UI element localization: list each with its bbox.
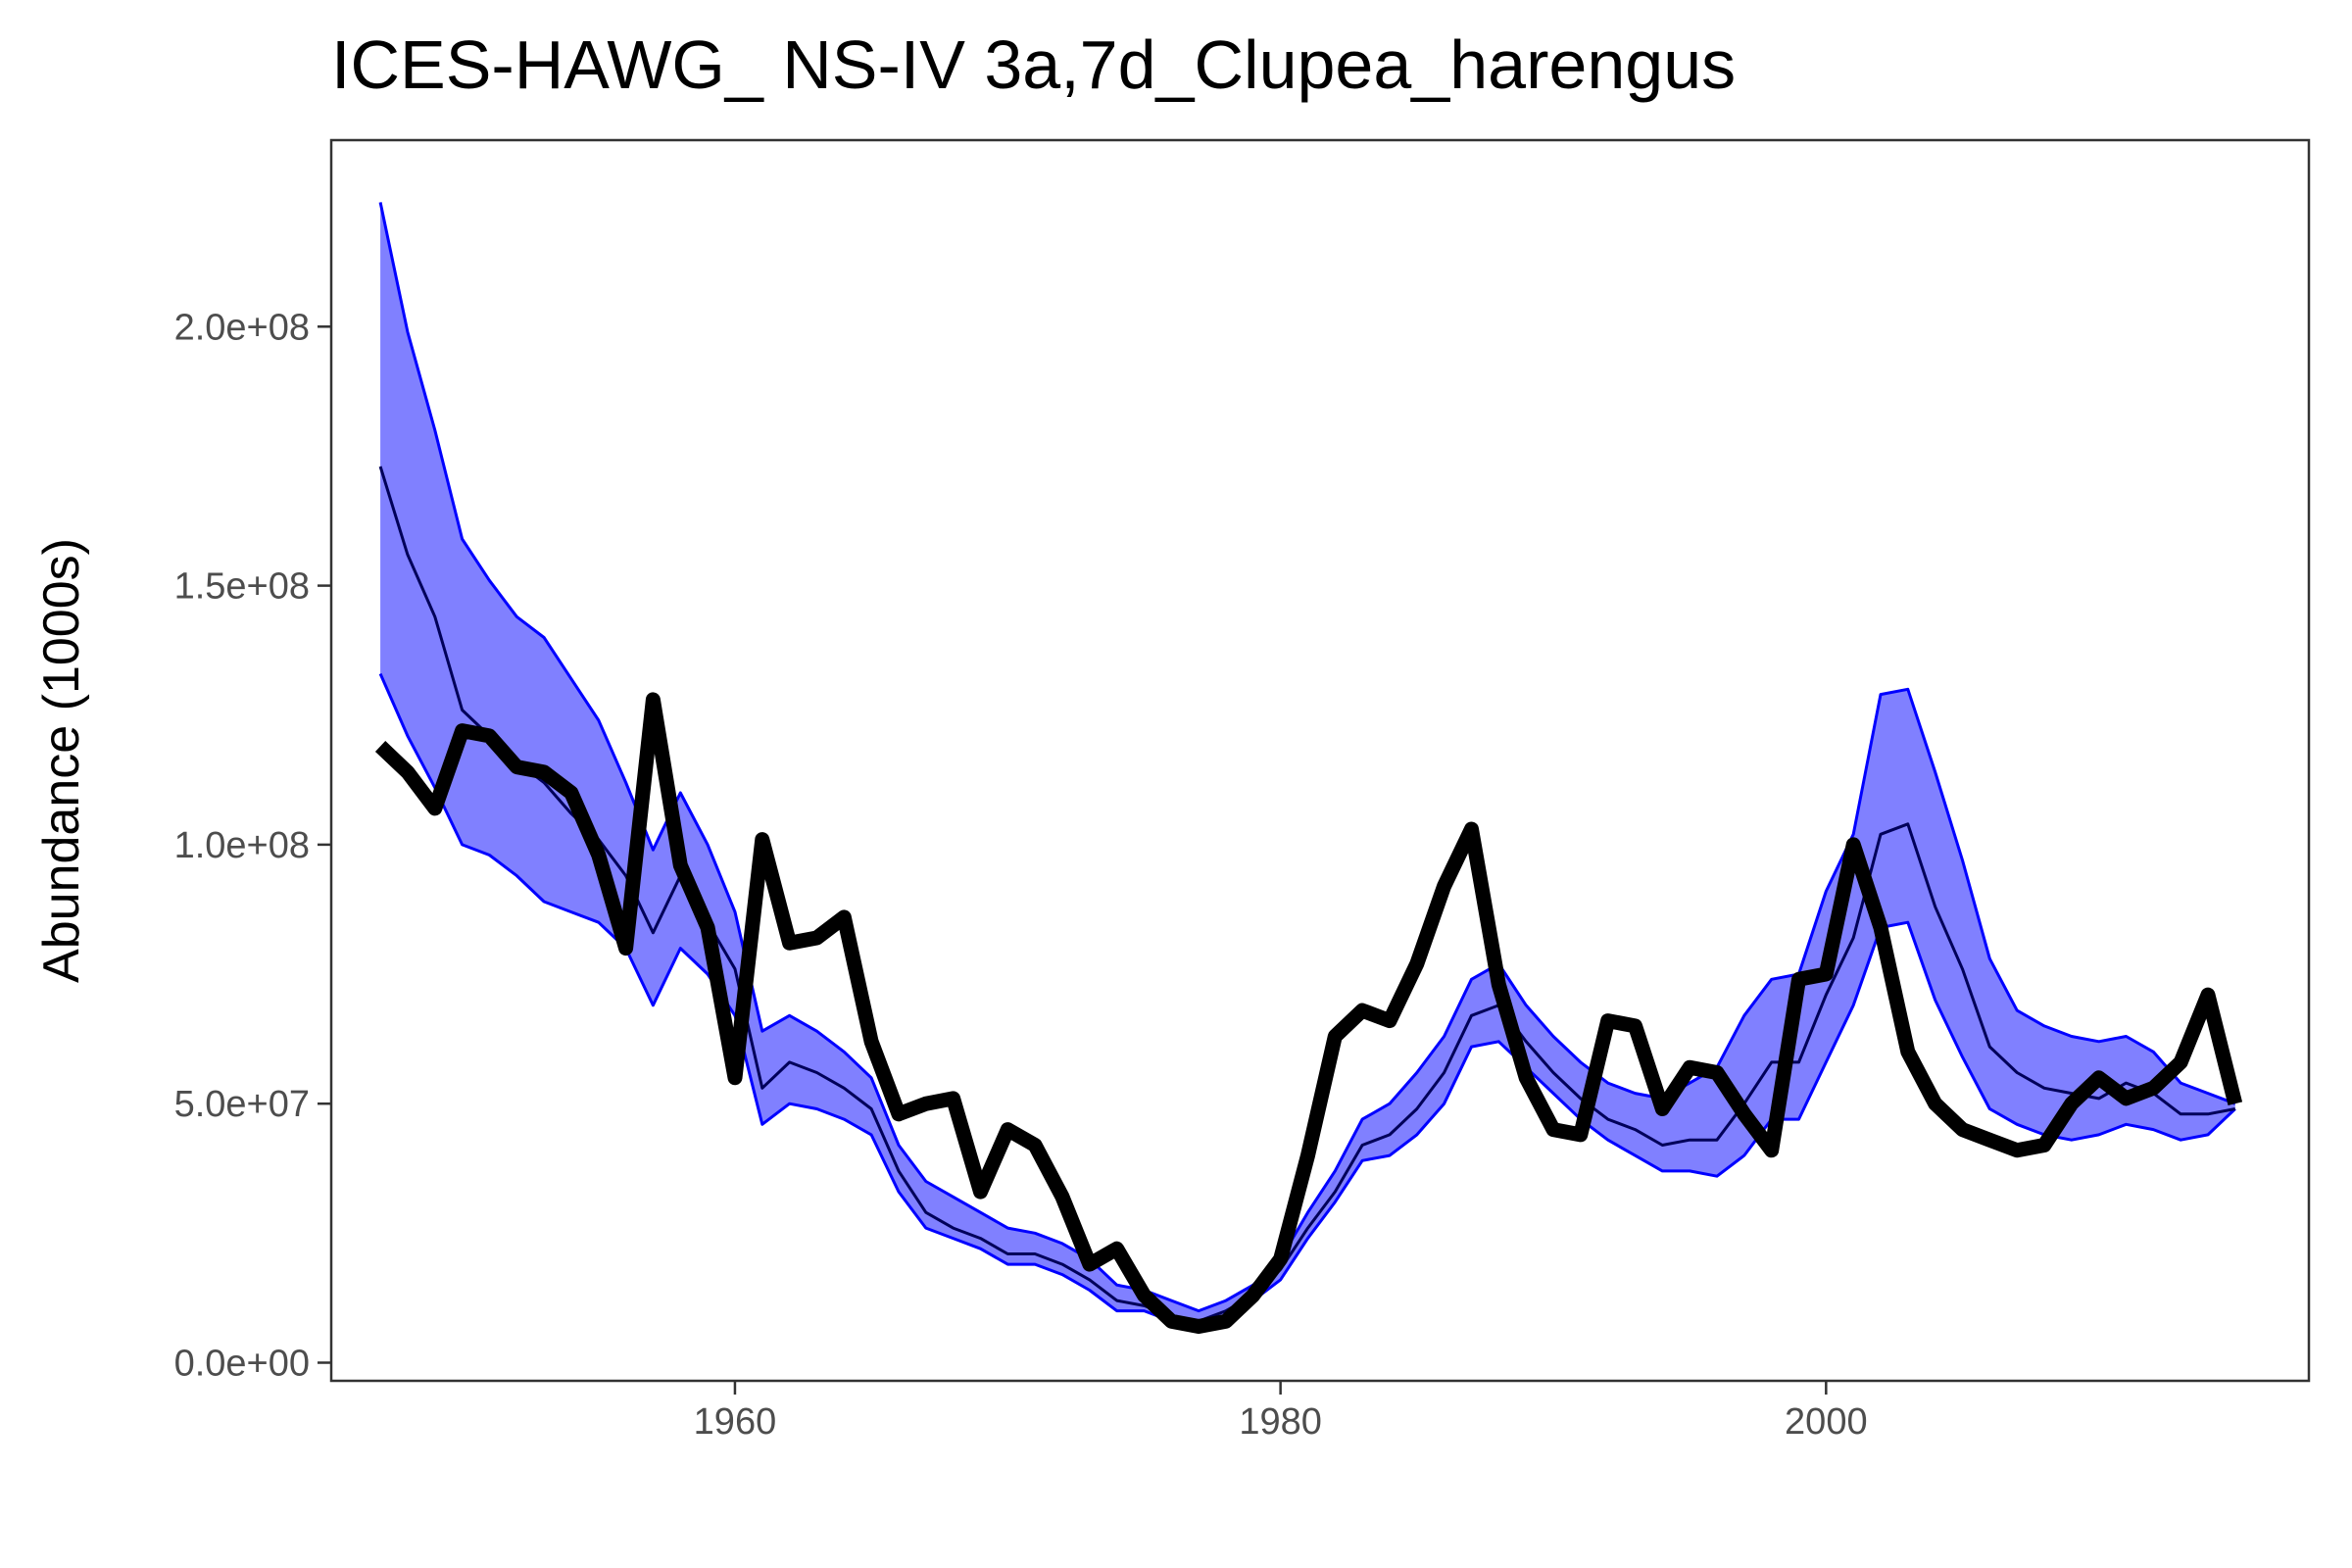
x-tick-label: 1980 bbox=[1239, 1401, 1322, 1443]
y-axis-title: Abundance (1000s) bbox=[33, 538, 90, 983]
observed-line-layer bbox=[374, 692, 2243, 1334]
y-axis: 0.0e+00 5.0e+07 1.0e+08 1.5e+08 2.0e+08 bbox=[174, 307, 331, 1384]
y-tick-label: 5.0e+07 bbox=[174, 1084, 310, 1125]
y-tick-label: 1.0e+08 bbox=[174, 825, 310, 866]
x-tick-label: 1960 bbox=[694, 1401, 777, 1443]
y-tick-label: 2.0e+08 bbox=[174, 307, 310, 348]
observed-line bbox=[374, 692, 2243, 1334]
y-tick-label: 0.0e+00 bbox=[174, 1343, 310, 1384]
band-lower-edge bbox=[378, 672, 2236, 1328]
x-tick-label: 2000 bbox=[1785, 1401, 1868, 1443]
x-axis: 1960 1980 2000 bbox=[694, 1381, 1868, 1443]
chart-title: ICES-HAWG_ NS-IV 3a,7d_Clupea_harengus bbox=[331, 26, 1736, 103]
uncertainty-band bbox=[380, 202, 2235, 1327]
uncertainty-band-layer bbox=[378, 202, 2236, 1328]
y-tick-label: 1.5e+08 bbox=[174, 566, 310, 608]
band-upper-edge bbox=[378, 202, 2236, 1313]
